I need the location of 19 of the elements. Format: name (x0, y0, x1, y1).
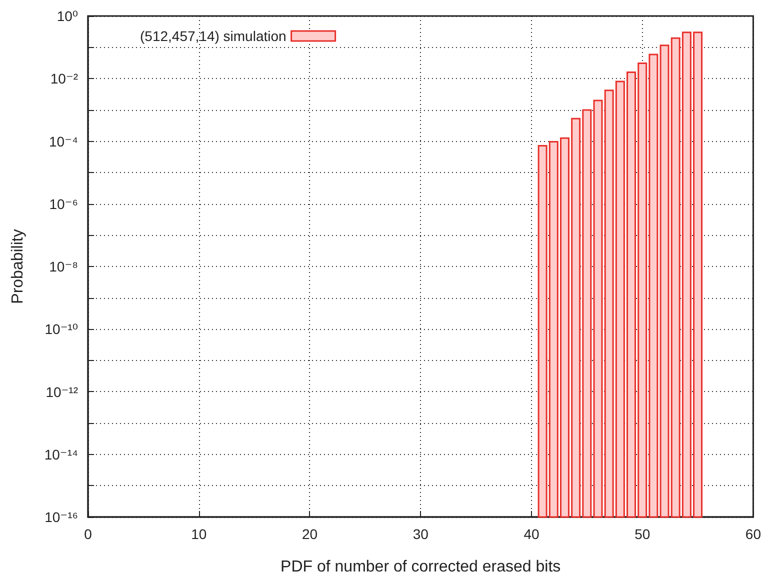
x-tick-label: 0 (84, 526, 92, 542)
x-tick-label: 40 (524, 526, 540, 542)
x-tick-label: 10 (191, 526, 207, 542)
y-tick-label: 10⁻¹⁶ (44, 509, 78, 525)
legend-label: (512,457,14) simulation (140, 28, 286, 44)
y-tick-label: 10⁻⁸ (49, 258, 78, 274)
y-tick-label: 10⁻⁴ (49, 133, 78, 150)
y-tick-label: 10⁻⁶ (49, 196, 78, 212)
x-tick-label: 30 (412, 526, 429, 542)
x-tick-label: 20 (302, 526, 318, 542)
y-tick-label: 10⁻¹⁰ (44, 321, 78, 338)
y-tick-label: 10⁻¹⁴ (44, 446, 78, 462)
x-tick-label: 60 (745, 526, 762, 542)
y-tick-label: 10⁻² (50, 70, 78, 87)
x-tick-label: 50 (634, 526, 650, 542)
y-tick-label: 10⁻¹² (46, 384, 78, 400)
x-axis-title: PDF of number of corrected erased bits (280, 558, 561, 576)
y-tick-label: 10⁰ (56, 8, 78, 24)
y-axis-title: Probability (10, 229, 26, 304)
